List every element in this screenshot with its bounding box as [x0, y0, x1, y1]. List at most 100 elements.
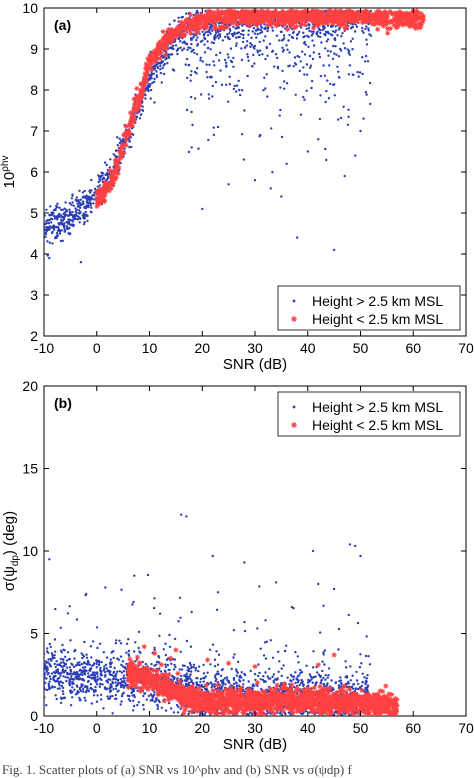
point: [206, 672, 208, 674]
point: [196, 44, 198, 46]
point: [213, 24, 218, 29]
point: [156, 66, 158, 68]
point: [139, 94, 144, 99]
point: [139, 117, 141, 119]
point: [308, 27, 310, 29]
point: [190, 80, 192, 82]
point: [60, 216, 62, 218]
point: [136, 704, 138, 706]
point: [280, 31, 282, 33]
point: [99, 678, 101, 680]
point: [79, 211, 81, 213]
point: [80, 672, 82, 674]
point: [330, 33, 332, 35]
point: [43, 653, 45, 655]
point: [187, 46, 189, 48]
point: [330, 26, 332, 28]
point: [315, 23, 320, 28]
point: [335, 682, 337, 684]
point: [138, 650, 140, 652]
point: [254, 45, 256, 47]
point: [208, 93, 210, 95]
point: [322, 28, 324, 30]
point: [167, 664, 169, 666]
point: [120, 700, 122, 702]
point: [59, 687, 61, 689]
point: [281, 675, 283, 677]
point: [111, 681, 113, 683]
point: [148, 695, 150, 697]
point: [235, 90, 237, 92]
point: [194, 71, 196, 73]
point: [335, 54, 337, 56]
point: [76, 678, 78, 680]
point: [264, 87, 266, 89]
point: [59, 672, 61, 674]
point: [296, 236, 298, 238]
point: [190, 43, 192, 45]
point: [311, 80, 313, 82]
point: [297, 679, 299, 681]
point: [352, 688, 354, 690]
point: [225, 64, 227, 66]
point: [351, 675, 353, 677]
point: [333, 52, 335, 54]
point: [199, 681, 201, 683]
point: [60, 240, 62, 242]
point: [266, 95, 268, 97]
point: [349, 543, 351, 545]
point: [143, 708, 145, 710]
point: [179, 47, 181, 49]
point: [398, 14, 403, 19]
point: [241, 59, 243, 61]
point: [92, 640, 94, 642]
point: [54, 638, 56, 640]
point: [190, 74, 192, 76]
point: [47, 673, 49, 675]
point: [82, 191, 84, 193]
point: [361, 56, 363, 58]
point: [216, 609, 218, 611]
point: [69, 639, 71, 641]
point: [288, 34, 290, 36]
point: [286, 677, 288, 679]
point: [153, 607, 155, 609]
point: [355, 687, 357, 689]
point: [190, 667, 192, 669]
point: [179, 597, 181, 599]
point: [62, 661, 64, 663]
point: [115, 642, 117, 644]
point: [294, 62, 296, 64]
point: [236, 682, 238, 684]
point: [230, 60, 232, 62]
point: [76, 196, 78, 198]
point: [347, 109, 349, 111]
point: [304, 41, 306, 43]
point: [308, 30, 310, 32]
point: [296, 37, 298, 39]
point: [113, 671, 115, 673]
point: [257, 663, 259, 665]
point: [238, 80, 240, 82]
point: [269, 677, 271, 679]
point: [54, 672, 56, 674]
point: [237, 661, 239, 663]
point: [212, 85, 214, 87]
point: [326, 40, 328, 42]
point: [45, 232, 47, 234]
point: [175, 681, 177, 683]
point: [78, 697, 80, 699]
point: [367, 685, 369, 687]
point: [142, 695, 144, 697]
point: [186, 673, 188, 675]
point: [56, 236, 58, 238]
point: [71, 219, 73, 221]
point: [131, 694, 133, 696]
point: [182, 16, 184, 18]
point: [334, 31, 336, 33]
point: [211, 41, 213, 43]
point: [258, 585, 260, 587]
point: [319, 56, 321, 58]
point: [200, 93, 202, 95]
point: [260, 648, 262, 650]
